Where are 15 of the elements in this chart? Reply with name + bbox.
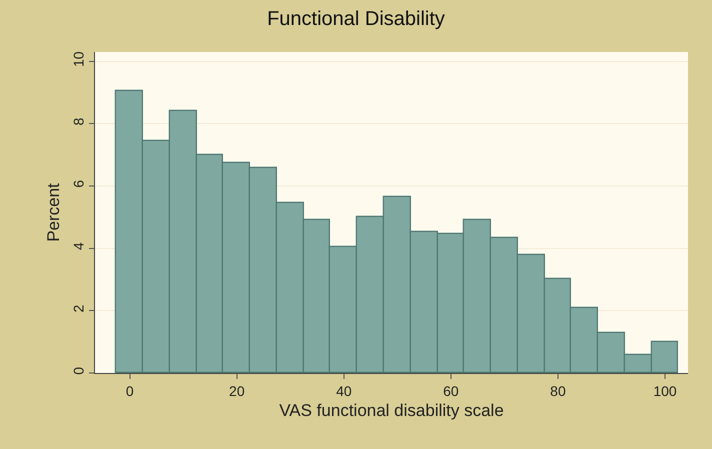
y-tick-label: 8 (70, 117, 86, 126)
x-tick-label: 40 (336, 382, 352, 399)
y-axis-title: Percent (44, 182, 63, 242)
y-tick-label: 4 (70, 242, 86, 250)
x-tick-label: 80 (550, 382, 566, 399)
x-tick-label: 100 (653, 382, 677, 399)
x-axis-title: VAS functional disability scale (279, 401, 504, 420)
x-tick-label: 20 (229, 382, 245, 399)
chart-title: Functional Disability (267, 8, 445, 30)
y-tick-label: 6 (70, 180, 86, 188)
y-tick-label: 0 (70, 366, 86, 375)
x-tick-label: 60 (443, 382, 459, 399)
x-tick-label: 0 (126, 382, 134, 399)
y-tick-label: 2 (70, 304, 86, 312)
y-tick-label: 10 (70, 51, 86, 68)
